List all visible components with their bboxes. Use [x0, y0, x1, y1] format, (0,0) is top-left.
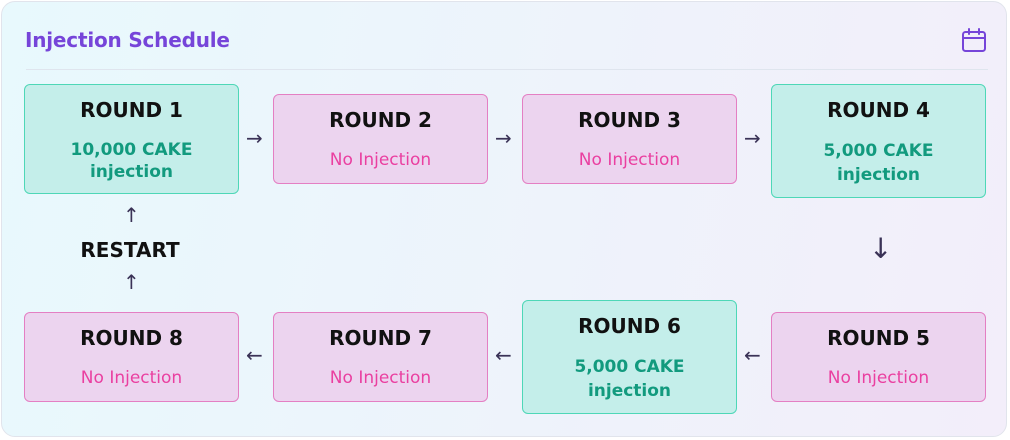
card-title: Injection Schedule	[25, 28, 230, 52]
round-1-status-line2: injection	[89, 162, 174, 182]
round-4-box: ROUND 4 5,000 CAKE injection	[771, 84, 986, 198]
arrow-left-icon: ←	[744, 343, 761, 367]
round-6-title: ROUND 6	[578, 314, 681, 338]
round-5-status: No Injection	[827, 368, 930, 388]
round-6-status-line2: injection	[587, 381, 672, 401]
round-1-status-line1: 10,000 CAKE	[70, 140, 193, 160]
arrow-down-icon: ↓	[869, 232, 893, 265]
round-1-title: ROUND 1	[80, 98, 183, 122]
round-5-title: ROUND 5	[827, 326, 930, 350]
arrow-right-icon: →	[744, 126, 761, 150]
round-8-box: ROUND 8 No Injection	[24, 312, 239, 402]
restart-label: RESTART	[80, 238, 180, 262]
round-3-box: ROUND 3 No Injection	[522, 94, 737, 184]
arrow-right-icon: →	[495, 126, 512, 150]
round-7-box: ROUND 7 No Injection	[273, 312, 488, 402]
arrow-left-icon: ←	[246, 343, 263, 367]
arrow-left-icon: ←	[495, 343, 512, 367]
round-3-title: ROUND 3	[578, 108, 681, 132]
round-4-status-line1: 5,000 CAKE	[823, 141, 934, 161]
round-2-title: ROUND 2	[329, 108, 432, 132]
round-4-status-line2: injection	[836, 165, 921, 185]
round-5-box: ROUND 5 No Injection	[771, 312, 986, 402]
round-7-title: ROUND 7	[329, 326, 432, 350]
round-6-status-line1: 5,000 CAKE	[574, 357, 685, 377]
arrow-up-icon: ↑	[123, 203, 140, 227]
round-2-status: No Injection	[329, 150, 432, 170]
round-6-box: ROUND 6 5,000 CAKE injection	[522, 300, 737, 414]
arrow-up-icon: ↑	[123, 270, 140, 294]
round-7-status: No Injection	[329, 368, 432, 388]
round-1-box: ROUND 1 10,000 CAKE injection	[24, 84, 239, 194]
round-4-title: ROUND 4	[827, 98, 930, 122]
title-divider	[26, 69, 988, 70]
arrow-right-icon: →	[246, 126, 263, 150]
round-8-title: ROUND 8	[80, 326, 183, 350]
round-8-status: No Injection	[80, 368, 183, 388]
calendar-icon[interactable]	[960, 26, 988, 54]
round-3-status: No Injection	[578, 150, 681, 170]
round-2-box: ROUND 2 No Injection	[273, 94, 488, 184]
